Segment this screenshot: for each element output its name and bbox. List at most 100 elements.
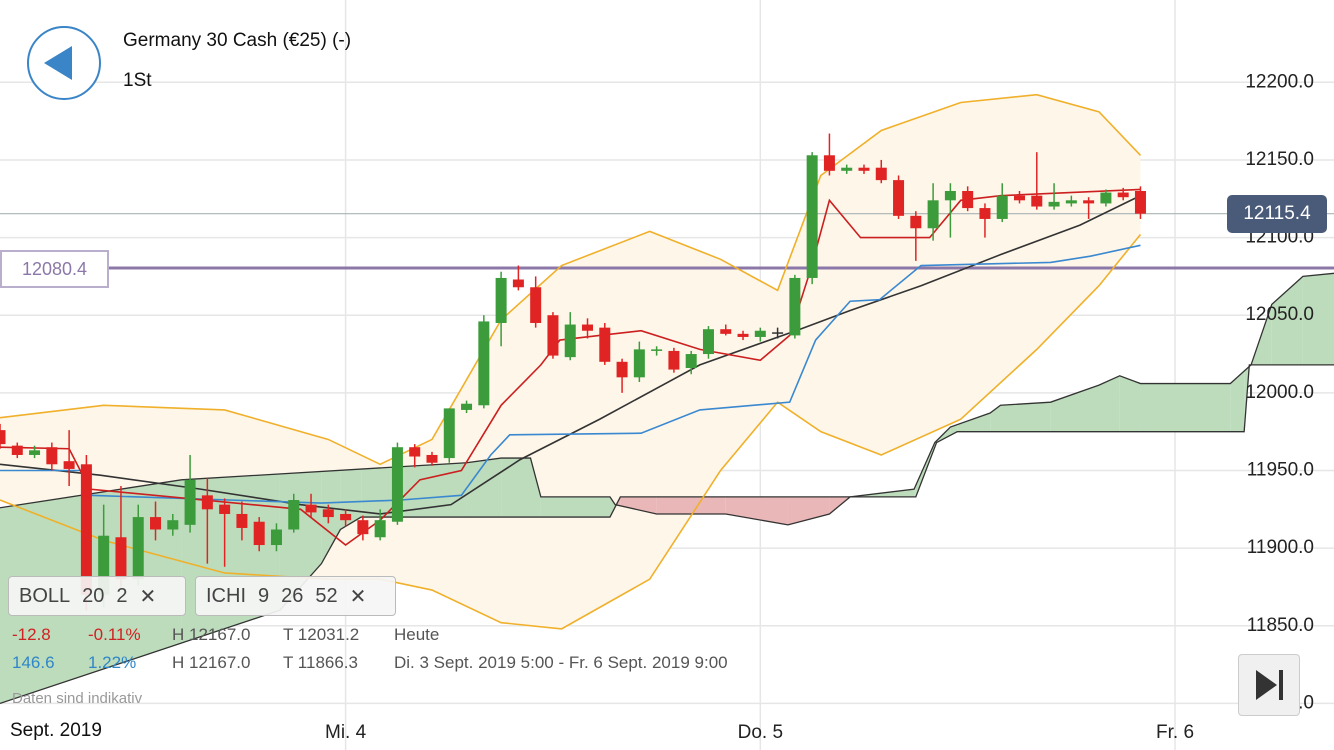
back-icon [27, 26, 101, 100]
candle-body [685, 354, 697, 369]
candle-body [806, 155, 818, 278]
stat-high: H 12167.0 [172, 653, 251, 672]
indicator-param: 2 [116, 584, 128, 607]
y-tick-label: 11950.0 [1247, 460, 1314, 481]
indicator-name: BOLL [19, 584, 71, 607]
cloud-fill [530, 458, 541, 518]
interval: 1St [123, 70, 152, 91]
disclaimer: Daten sind indikativ [12, 690, 143, 707]
stat-low: T 11866.3 [283, 653, 358, 672]
candle-body [184, 479, 196, 525]
y-tick-label: 12000.0 [1245, 382, 1314, 403]
candle-body [253, 521, 265, 546]
candle-body [668, 350, 680, 370]
y-tick-label: 11900.0 [1247, 537, 1314, 558]
candle-body [29, 450, 41, 455]
cloud-fill [1302, 273, 1334, 365]
candle-body [910, 215, 922, 229]
candle-body [0, 430, 6, 445]
cloud-fill [501, 458, 531, 518]
stat-change-pct: 1.22% [88, 653, 137, 672]
candle-body [547, 315, 559, 356]
cloud-fill [1119, 375, 1141, 432]
ichimoku-span-a [0, 272, 1334, 526]
candle-body [219, 504, 231, 514]
x-start-label: Sept. 2019 [0, 718, 112, 744]
candle-body [564, 324, 576, 358]
ichimoku-span-b [0, 364, 1334, 705]
candle-body [633, 349, 645, 378]
candle-body [582, 324, 594, 331]
cloud-fill [1050, 385, 1099, 432]
candle-body [357, 520, 369, 535]
cloud-fill [1271, 276, 1303, 365]
candle-body [201, 495, 213, 510]
x-tick-label: Do. 5 [738, 722, 783, 743]
candle-body [789, 277, 801, 336]
cloud-fill [620, 496, 657, 514]
stat-change: -12.8 [12, 625, 51, 644]
indicator-chip[interactable]: ICHI 9 26 52 ✕ [195, 576, 396, 616]
candle-body [11, 445, 23, 455]
y-tick-label: 12200.0 [1245, 71, 1314, 92]
candle-body [115, 537, 127, 580]
stat-period: Di. 3 Sept. 2019 5:00 - Fr. 6 Sept. 2019… [394, 653, 728, 672]
candle-body [702, 329, 714, 355]
stat-high: H 12167.0 [172, 625, 251, 644]
candle-body [979, 208, 991, 219]
candle-body [599, 327, 611, 362]
indicator-param: 20 [82, 584, 105, 607]
candle-body [374, 520, 386, 538]
x-tick-label: Mi. 4 [325, 722, 367, 743]
candle-body [46, 447, 58, 465]
candle-body [132, 517, 144, 580]
candle-body [288, 500, 300, 530]
candle-body [962, 190, 974, 209]
y-tick-label: 11850.0 [1247, 615, 1314, 636]
remove-icon[interactable]: ✕ [349, 585, 367, 608]
stat-period: Heute [394, 625, 440, 644]
remove-icon[interactable]: ✕ [139, 585, 157, 608]
candle-body [720, 329, 732, 334]
stat-low: T 12031.2 [283, 625, 360, 644]
jump-to-end-button[interactable] [1238, 654, 1300, 716]
candle-body [1083, 200, 1095, 204]
cloud-fill [609, 496, 616, 518]
y-tick-label: 12150.0 [1245, 149, 1314, 170]
cloud-fill [787, 496, 830, 525]
candle-body [737, 333, 749, 337]
candle-body [1117, 192, 1129, 198]
cloud-fill [1000, 402, 1051, 432]
level-label[interactable]: 12080.4 [0, 250, 109, 288]
y-tick-label: 12050.0 [1245, 304, 1314, 325]
indicator-chip[interactable]: BOLL 20 2 ✕ [8, 576, 186, 616]
candle-body [461, 403, 473, 410]
bollinger-upper [0, 93, 1142, 466]
cloud-fill [950, 424, 958, 436]
candle-body [270, 529, 282, 546]
candle-body [340, 513, 352, 521]
kijun-line [0, 244, 1141, 504]
candle-body [841, 167, 853, 171]
cloud-fill [725, 496, 788, 525]
candle-body [98, 535, 110, 595]
cloud-fill [957, 413, 991, 432]
stat-change: 146.6 [12, 653, 55, 672]
candle-body [1048, 201, 1060, 207]
cloud-fill [540, 496, 610, 518]
instrument-title: Germany 30 Cash (€25) (-) [123, 30, 352, 51]
candle-body [167, 520, 179, 530]
cloud-fill [361, 462, 467, 518]
cloud-fill [466, 458, 502, 518]
candle-body [1100, 192, 1112, 204]
candle-body [616, 361, 628, 378]
cloud-fill [1140, 383, 1231, 432]
indicator-param: 52 [315, 584, 338, 607]
candle-body [772, 332, 784, 334]
candle-body [944, 190, 956, 201]
candle-body [1014, 195, 1026, 201]
back-button[interactable] [26, 25, 102, 101]
candle-body [495, 277, 507, 323]
